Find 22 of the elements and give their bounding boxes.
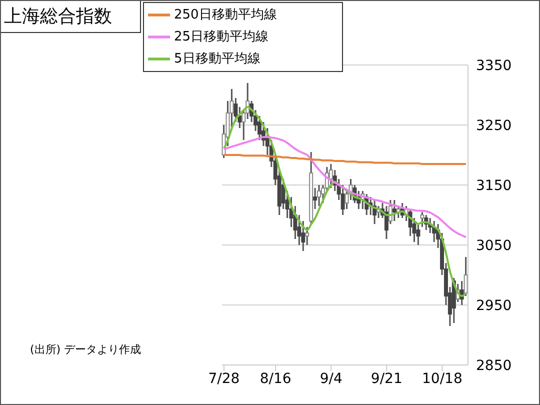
y-tick-label: 2950 <box>476 298 512 314</box>
x-tick-label: 7/28 <box>208 370 240 387</box>
y-tick-label: 3250 <box>476 118 512 134</box>
candlestick <box>420 211 424 228</box>
candlestick <box>305 226 310 246</box>
y-tick-label: 3150 <box>476 178 512 194</box>
text: 上海総合指数 <box>1 1 141 33</box>
candlestick <box>313 187 318 210</box>
y-tick-label: 2850 <box>476 358 512 374</box>
y-tick-label: 3350 <box>476 58 512 74</box>
x-tick-label: 8/16 <box>260 370 292 387</box>
text: (出所) データより作成 <box>30 342 142 357</box>
x-tick-label: 10/18 <box>422 370 462 387</box>
candlestick <box>328 163 333 189</box>
legend-label: 5日移動平均線 <box>174 52 260 67</box>
candlestick <box>317 184 322 207</box>
x-tick-label: 9/4 <box>320 370 342 387</box>
legend-label: 250日移動平均線 <box>174 8 277 23</box>
candlestick <box>392 199 396 222</box>
y-tick-label: 3050 <box>476 238 512 254</box>
legend-label: 25日移動平均線 <box>174 30 269 45</box>
x-tick-label: 9/21 <box>370 370 402 387</box>
